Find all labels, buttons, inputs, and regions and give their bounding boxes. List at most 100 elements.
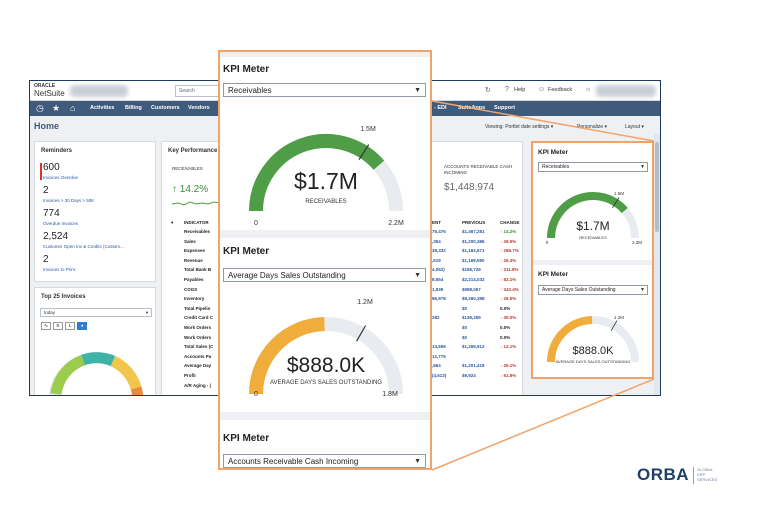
kpi-table-row[interactable]: Expenses 39,332 $1,162,671 ↑ 286.7% xyxy=(162,248,522,255)
chevron-down-icon: ▼ xyxy=(640,287,645,293)
reminder-label[interactable]: Overdue Invoices xyxy=(43,221,79,226)
reminder-count[interactable]: 2 xyxy=(43,254,49,265)
expand-icon[interactable]: ▾ xyxy=(171,220,174,225)
meter-kpi-select[interactable]: Average Days Sales Outstanding ▼ xyxy=(223,268,426,282)
kpi-table-row[interactable]: Accounts Pa 12,775 xyxy=(162,354,522,361)
kpi-table-row[interactable]: Receivables 75,476 $1,467,281 ↑ 14.2% xyxy=(162,229,522,236)
recent-icon[interactable]: ↻ xyxy=(485,87,491,94)
kpi-table-row[interactable]: Average Day ,864 $1,201,418 ↓ 26.1% xyxy=(162,363,522,370)
nav-billing[interactable]: Billing xyxy=(125,105,142,111)
kpi-current: ,354 xyxy=(432,238,441,244)
gauge-min: 0 xyxy=(254,391,258,398)
small-gauge-min: 0 xyxy=(546,240,549,245)
kpi-indicator[interactable]: Revenue xyxy=(184,257,203,263)
kpi-current: 282 xyxy=(432,315,440,321)
gauge-min: 0 xyxy=(254,220,258,227)
reminder-count[interactable]: 774 xyxy=(43,208,60,219)
kpi-meter-portlet-thumbnail: KPI Meter Receivables ▼ $1.7M RECEIVABLE… xyxy=(531,141,654,379)
kpi-table-header: ▾ INDICATOR ENT PREVIOUS CHANGE xyxy=(162,220,522,227)
kpi-indicator[interactable]: Credit Card C xyxy=(184,315,214,321)
meter-title: KPI Meter xyxy=(223,246,270,257)
kpi-table-row[interactable]: Revenue ,519 $1,169,590 ↓ 26.3% xyxy=(162,258,522,265)
kpi-table-row[interactable]: Credit Card C 282 $136,259 ↓ 30.0% xyxy=(162,315,522,322)
gauge-marker-label: 1.2M xyxy=(357,299,373,306)
portlet-separator xyxy=(220,412,430,420)
list-icon[interactable]: ≡ xyxy=(53,322,63,330)
kpi-change: ↓ 26.3% xyxy=(500,257,517,263)
kpi-indicator[interactable]: Inventory xyxy=(184,296,205,302)
global-search-input[interactable]: Search xyxy=(175,85,223,97)
kpi-indicator[interactable]: Average Day xyxy=(184,363,212,369)
kpi-indicator[interactable]: Expenses xyxy=(184,248,206,254)
nav-vendors[interactable]: Vendors xyxy=(188,105,210,111)
nav-customers[interactable]: Customers xyxy=(151,105,180,111)
kpi-change: ↑ 286.7% xyxy=(500,248,519,254)
star-icon[interactable]: ★ xyxy=(52,103,61,113)
kpi-previous: $155,729 xyxy=(462,267,481,273)
line-chart-icon[interactable]: ∿ xyxy=(41,322,51,330)
layout-button[interactable]: Layout ▾ xyxy=(625,124,644,130)
orba-tagline: GLOBAL ERP SERVICES xyxy=(697,467,717,482)
kpi-table-row[interactable]: Work Orders $0 0.0% xyxy=(162,325,522,332)
kpi-indicator[interactable]: Work Orders xyxy=(184,334,212,340)
history-icon[interactable]: ◷ xyxy=(36,103,44,113)
small-meter-select[interactable]: Receivables ▼ xyxy=(538,162,648,172)
reminder-label[interactable]: Customer Open Inv & Credits (Custom... xyxy=(43,244,124,249)
portlet-separator xyxy=(220,230,430,238)
kpi-indicator[interactable]: A/R Aging - ( xyxy=(184,382,212,388)
nav-activities[interactable]: Activities xyxy=(90,105,115,111)
kpi-indicator[interactable]: Work Orders xyxy=(184,325,212,330)
pie-chart-icon[interactable]: ◕ xyxy=(77,322,87,330)
reminder-label[interactable]: Invoices > 30 Days > 50K xyxy=(43,198,95,203)
reminder-label[interactable]: Invoices to Print xyxy=(43,267,76,272)
small-gauge-dso: $888.0K AVERAGE DAYS SALES OUTSTANDING 1… xyxy=(547,315,639,364)
netsuite-logo[interactable]: ORACLE NetSuite xyxy=(34,83,65,98)
meter-kpi-select[interactable]: Accounts Receivable Cash Incoming ▼ xyxy=(223,454,426,468)
bar-chart-icon[interactable]: ı. xyxy=(65,322,75,330)
small-gauge-label: RECEIVABLES xyxy=(579,235,607,240)
kpi-table-row[interactable]: Total Pipelin $0 0.0% xyxy=(162,306,522,313)
period-select[interactable]: today xyxy=(40,308,152,317)
kpi-indicator[interactable]: Accounts Pa xyxy=(184,353,212,359)
reminder-count[interactable]: 600 xyxy=(43,162,60,173)
small-meter-select[interactable]: Average Days Sales Outstanding ▼ xyxy=(538,285,648,295)
nav-support[interactable]: Support xyxy=(494,105,516,111)
reminder-count[interactable]: 2 xyxy=(43,185,49,196)
scrollbar-thumb[interactable] xyxy=(655,142,659,232)
kpi-indicator[interactable]: Total Bank B xyxy=(184,267,212,273)
kpi-indicator[interactable]: Total Sales (C xyxy=(184,344,214,350)
kpi-table-row[interactable]: Inventory 96,978 $9,260,398 ↓ 26.5% xyxy=(162,296,522,303)
kpi-indicator[interactable]: Sales xyxy=(184,238,196,244)
kpi-table-row[interactable]: Total Sales (C 13,659 $1,269,912 ↓ 12.1% xyxy=(162,344,522,351)
kpi-indicator[interactable]: Payables xyxy=(184,277,204,282)
home-icon[interactable]: ⌂ xyxy=(70,103,76,113)
reminder-label[interactable]: Invoices Overdue xyxy=(43,175,79,180)
reminder-count[interactable]: 2,524 xyxy=(43,231,69,242)
kpi-indicator[interactable]: Profit xyxy=(184,373,196,378)
kpi-current: 75,476 xyxy=(432,229,446,234)
personalize-button[interactable]: Personalize ▾ xyxy=(577,124,608,130)
meter-kpi-select[interactable]: Receivables ▼ xyxy=(223,83,426,97)
kpi-current: 96,978 xyxy=(432,296,446,302)
feedback-link[interactable]: Feedback xyxy=(548,87,573,93)
kpi-table-row[interactable]: Work Orders $0 0.0% xyxy=(162,335,522,342)
feedback-icon[interactable]: ☺ xyxy=(538,86,546,93)
nav-edi[interactable]: - EDI xyxy=(434,105,447,111)
kpi-current: (4,613) xyxy=(432,373,447,378)
user-icon[interactable]: ☼ xyxy=(585,86,592,93)
col-change: CHANGE xyxy=(500,220,520,225)
help-link[interactable]: Help xyxy=(514,87,526,93)
kpi-table-row[interactable]: Profit (4,613) $9,924 ↓ 61.8% xyxy=(162,373,522,380)
kpi-table-row[interactable]: A/R Aging - ( xyxy=(162,383,522,390)
kpi-indicator[interactable]: COGS xyxy=(184,286,198,292)
kpi-change: 0.0% xyxy=(500,305,511,311)
viewing-settings[interactable]: Viewing: Portlet date settings ▾ xyxy=(485,124,554,130)
kpi-table-row[interactable]: COGS 1,939 $998,067 ↑ 342.4% xyxy=(162,287,522,294)
kpi-table-row[interactable]: Sales ,354 $1,200,386 ↓ 26.5% xyxy=(162,239,522,246)
kpi-table-row[interactable]: Total Bank B 4,052) $155,729 ↑ 211.8% xyxy=(162,267,522,274)
kpi-table-row[interactable]: Payables 8,654 $2,214,032 ↑ 82.1% xyxy=(162,277,522,284)
page-scrollbar[interactable] xyxy=(654,134,660,395)
help-icon[interactable]: ? xyxy=(505,86,509,93)
kpi-indicator[interactable]: Receivables xyxy=(184,229,211,234)
kpi-indicator[interactable]: Total Pipelin xyxy=(184,305,211,311)
